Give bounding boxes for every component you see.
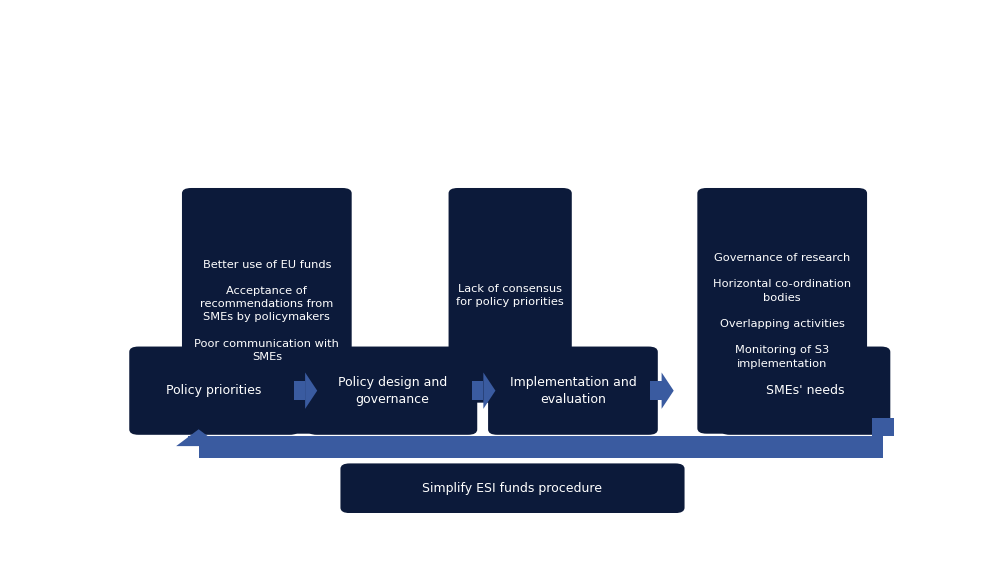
FancyBboxPatch shape	[697, 188, 867, 434]
Text: Better use of EU funds

Acceptance of
recommendations from
SMEs by policymakers
: Better use of EU funds Acceptance of rec…	[194, 260, 339, 362]
Text: Policy design and
governance: Policy design and governance	[338, 376, 447, 406]
Bar	[188, 437, 209, 446]
Polygon shape	[662, 373, 674, 409]
FancyBboxPatch shape	[488, 347, 658, 435]
Text: Implementation and
evaluation: Implementation and evaluation	[510, 376, 636, 406]
Polygon shape	[305, 373, 317, 409]
Bar	[650, 381, 662, 400]
FancyBboxPatch shape	[721, 347, 890, 435]
Text: SMEs' needs: SMEs' needs	[766, 384, 845, 397]
FancyBboxPatch shape	[129, 347, 299, 435]
Bar	[199, 437, 883, 458]
Text: Simplify ESI funds procedure: Simplify ESI funds procedure	[422, 482, 602, 495]
Bar	[294, 381, 305, 400]
Text: Policy priorities: Policy priorities	[166, 384, 262, 397]
Text: Lack of consensus
for policy priorities: Lack of consensus for policy priorities	[456, 284, 564, 307]
FancyBboxPatch shape	[182, 188, 352, 434]
Polygon shape	[176, 429, 221, 446]
Bar	[472, 381, 483, 400]
FancyBboxPatch shape	[449, 188, 572, 403]
Polygon shape	[483, 373, 495, 409]
Text: Governance of research

Horizontal co-ordination
bodies

Overlapping activities
: Governance of research Horizontal co-ord…	[713, 253, 851, 369]
FancyBboxPatch shape	[308, 347, 477, 435]
Bar	[872, 418, 894, 437]
FancyBboxPatch shape	[340, 464, 685, 513]
